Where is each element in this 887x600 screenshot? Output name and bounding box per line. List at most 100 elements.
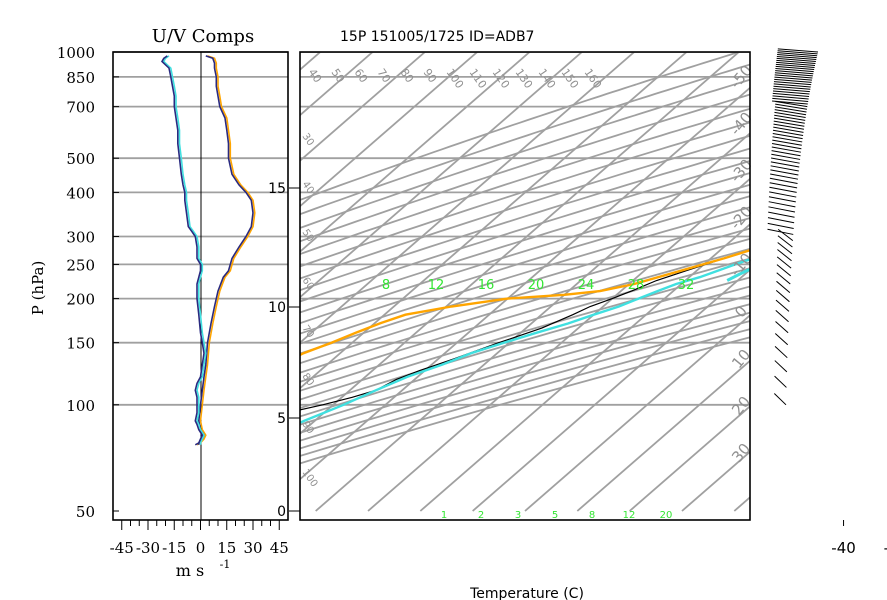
wind-barb (774, 109, 807, 116)
wind-barb (776, 256, 792, 269)
wind-barb (769, 182, 798, 189)
wind-barb (775, 310, 789, 323)
pressure-tick-label: 500 (66, 150, 95, 168)
isotherm (300, 52, 688, 390)
dry-adiabat (300, 134, 750, 280)
wind-barb (773, 88, 810, 93)
wind-barb (775, 70, 814, 75)
dry-adiabat (300, 160, 750, 303)
wind-barb (768, 196, 796, 203)
uv-x-tick-label: 30 (243, 539, 262, 557)
wind-barb (776, 264, 792, 277)
wind-barb (769, 186, 797, 193)
wind-barb (768, 206, 796, 213)
pressure-axis-label: P (hPa) (29, 261, 47, 316)
wind-barb (774, 74, 813, 79)
wind-barb (771, 150, 801, 157)
pressure-tick-label: 50 (76, 503, 95, 521)
mixing-ratio-lines (842, 52, 887, 236)
wind-barb (770, 161, 800, 168)
wind-barb (777, 228, 794, 242)
wind-barb (767, 222, 794, 229)
temperature-tick-label: -40 (831, 539, 856, 557)
mixing-ratio-label: 32 (678, 278, 695, 293)
dry-adiabat (300, 172, 750, 314)
wind-barb (767, 217, 795, 224)
isotherm (315, 132, 750, 512)
wind-barb (771, 143, 802, 150)
wind-barb (773, 126, 804, 133)
pressure-tick-label: 250 (66, 256, 95, 274)
wind-barb (775, 63, 815, 68)
wind-barb (769, 177, 798, 184)
wind-barb (771, 153, 801, 160)
wind-barb (777, 235, 793, 248)
wind-barb (777, 52, 818, 57)
isotherm-top-label: 90 (421, 66, 440, 85)
wind-barb (772, 90, 810, 95)
wind-barb (776, 55, 817, 61)
wind-barb (776, 59, 816, 64)
wind-barb (775, 299, 790, 312)
wind-barb (772, 136, 803, 143)
isotherm-left-label: 100 (300, 467, 320, 489)
skewt-panel: 15P 151005/1725 ID=ADB7 8 12 16 20 24 28 321 2 3… (268, 29, 887, 600)
wind-barb (777, 249, 792, 262)
uv-panel-title: U/V Comps (152, 26, 254, 47)
uv-x-tick-label: 0 (196, 539, 206, 557)
uv-series (160, 55, 256, 446)
dry-adiabat (300, 247, 750, 383)
wind-barb (775, 290, 790, 303)
mixing-ratio-line (842, 52, 887, 130)
isotherm (300, 52, 426, 162)
skewt-title: 15P 151005/1725 ID=ADB7 (340, 29, 534, 45)
wind-barb (767, 228, 794, 235)
wind-barb (774, 111, 806, 119)
wind-barb (768, 201, 796, 208)
uv-x-tick-label: 45 (270, 539, 289, 557)
pressure-tick-labels: 50 100 150 200 250 300 400 500 700 850 1000 (57, 44, 95, 521)
pressure-tick-label: 700 (66, 99, 95, 117)
mixing-ratio-bottom-label: 5 (552, 510, 558, 521)
dry-adiabat (300, 52, 742, 201)
wind-barb (774, 106, 807, 113)
dry-adiabat (300, 336, 750, 465)
wind-barb (776, 280, 791, 293)
isotherm-left-label: 70 (300, 323, 316, 340)
mixing-ratio-bottom-label: 3 (515, 510, 521, 521)
dry-adiabat (300, 217, 750, 355)
uv-panel: U/V Comps P (hPa) 5010015020025030040050… (29, 26, 289, 580)
pressure-tick-label: 300 (66, 228, 95, 246)
wind-barb (774, 346, 788, 359)
isotherm (300, 52, 740, 435)
wind-barb (776, 272, 791, 285)
wind-barb (774, 114, 806, 121)
dry-adiabat (300, 121, 750, 268)
dry-adiabat (300, 237, 750, 374)
dry-adiabat (300, 107, 750, 256)
isotherm-top-label: 160 (582, 66, 605, 91)
dry-adiabat (300, 257, 750, 392)
uv-series-line (196, 55, 256, 446)
mixing-ratio-label: 28 (628, 278, 645, 293)
wind-barb (777, 242, 793, 255)
uv-x-axis-label: m s (176, 561, 204, 580)
isotherm-top-label: 130 (513, 66, 536, 91)
isotherm (300, 52, 478, 208)
wind-barb (770, 165, 799, 172)
height-tick-label: 15 (268, 181, 286, 197)
wind-barb (771, 146, 802, 153)
isotherm-top-label: 140 (536, 66, 559, 91)
isotherm (787, 52, 887, 511)
dry-adiabat (300, 294, 750, 426)
wind-barb (775, 100, 808, 108)
wind-barb (773, 117, 805, 124)
isotherm (300, 52, 531, 253)
isotherm (839, 52, 887, 511)
wind-barb (776, 61, 816, 66)
wind-barb (775, 65, 815, 71)
isotherm-left-label: 50 (300, 227, 316, 244)
isotherm (300, 52, 583, 299)
wind-barb (774, 375, 787, 388)
